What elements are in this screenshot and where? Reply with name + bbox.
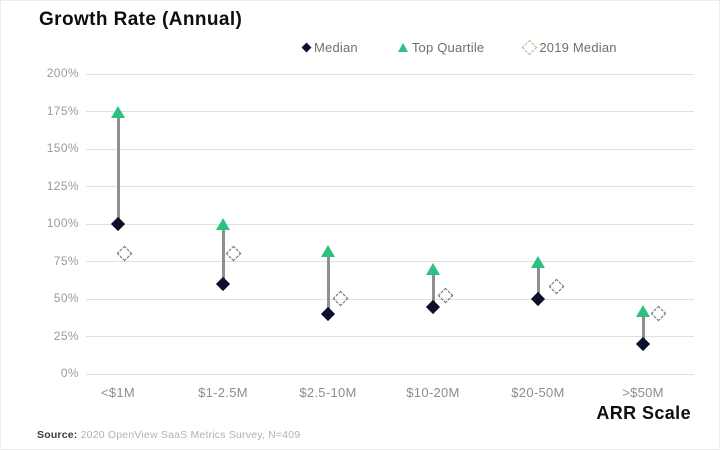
x-tick-label: $20-50M [511, 385, 565, 400]
top-quartile-marker [426, 263, 440, 275]
x-tick-label: >$50M [622, 385, 664, 400]
gridline [86, 111, 694, 112]
triangle-up-icon [397, 43, 408, 52]
x-tick-label: $10-20M [406, 385, 460, 400]
gridline [86, 373, 694, 375]
legend-item-median: Median [301, 40, 358, 55]
top-quartile-marker [216, 218, 230, 230]
y-tick-label: 200% [46, 66, 79, 80]
median-marker [320, 306, 336, 322]
x-tick-label: $1-2.5M [198, 385, 248, 400]
gridline [86, 73, 694, 75]
range-connector [641, 311, 645, 344]
prev-median-marker [548, 278, 565, 295]
range-connector [326, 251, 330, 314]
y-tick-label: 150% [46, 141, 79, 155]
legend-label: 2019 Median [539, 40, 617, 55]
prev-median-marker [116, 245, 133, 262]
x-axis-title: ARR Scale [596, 403, 691, 423]
chart-title: Growth Rate (Annual) [39, 9, 243, 30]
y-tick-label: 75% [53, 253, 79, 268]
legend-item-2019-median: 2019 Median [522, 39, 617, 56]
top-quartile-marker [321, 245, 335, 257]
median-marker [635, 336, 651, 352]
gridline [86, 148, 694, 150]
gridline [86, 261, 694, 262]
gridline [86, 298, 694, 300]
median-marker [425, 299, 441, 314]
x-tick-label: <$1M [100, 385, 136, 400]
source-label: Source: [37, 429, 78, 441]
top-quartile-marker [111, 105, 125, 118]
legend-label: Median [314, 40, 358, 55]
prev-median-marker [332, 290, 349, 307]
y-tick-label: 25% [53, 328, 79, 343]
prev-median-marker [650, 305, 667, 322]
gridline [86, 186, 694, 187]
median-marker [110, 216, 126, 232]
top-quartile-marker [636, 305, 650, 317]
legend-item-top-quartile: Top Quartile [397, 40, 485, 55]
range-connector [536, 261, 540, 299]
gridline [86, 336, 694, 337]
source-line: Source: 2020 OpenView SaaS Metrics Surve… [37, 429, 300, 441]
y-tick-label: 175% [46, 103, 79, 118]
chart-legend: Median Top Quartile 2019 Median [301, 39, 617, 56]
y-tick-label: 0% [60, 366, 79, 380]
range-connector [116, 111, 120, 224]
range-connector [431, 269, 435, 307]
top-quartile-marker [531, 255, 545, 268]
y-tick-label: 50% [53, 291, 79, 305]
median-marker [215, 276, 231, 292]
y-tick-label: 100% [46, 216, 79, 230]
gridline [86, 223, 694, 225]
median-marker [530, 291, 546, 307]
legend-label: Top Quartile [411, 40, 485, 55]
y-tick-label: 125% [46, 178, 79, 193]
prev-median-marker [225, 245, 242, 262]
range-connector [221, 224, 225, 284]
prev-median-marker [437, 287, 454, 304]
x-tick-label: $2.5-10M [299, 385, 357, 400]
source-text: 2020 OpenView SaaS Metrics Survey, N=409 [77, 429, 301, 441]
